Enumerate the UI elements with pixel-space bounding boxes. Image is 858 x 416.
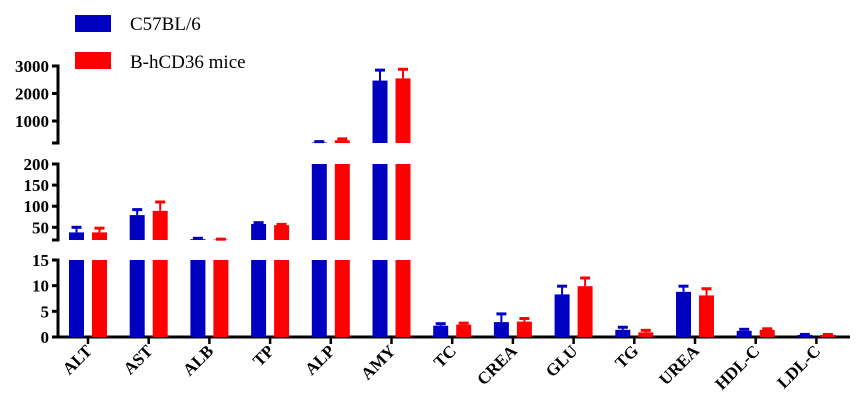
y-tick-label: 5 [41, 302, 50, 321]
bar-alt-c57bl6 [69, 260, 84, 337]
bar-tg-bhcd36 [638, 332, 654, 337]
bar-amy-bhcd36 [395, 260, 411, 337]
bar-ldl-c-c57bl6 [797, 334, 813, 337]
bar-tg-c57bl6 [615, 329, 631, 337]
bar-alt-bhcd36 [92, 260, 107, 337]
legend-label-c57bl6: C57BL/6 [130, 14, 201, 35]
bar-hdl-c-c57bl6 [736, 330, 752, 337]
y-tick-label: 3000 [15, 57, 49, 76]
x-tick-label-tc: TC [430, 341, 460, 371]
x-tick-label-amy: AMY [357, 341, 399, 383]
x-tick-label-ast: AST [120, 341, 157, 378]
bar-glu-c57bl6 [554, 294, 570, 337]
bar-alb-bhcd36 [213, 260, 229, 337]
bar-tp-c57bl6 [251, 223, 267, 240]
x-tick-label-ldl-c: LDL-C [773, 341, 824, 392]
x-tick-label-glu: GLU [542, 341, 581, 380]
x-tick-label-tp: TP [249, 341, 278, 370]
bar-alp-bhcd36 [334, 260, 350, 337]
bar-amy-bhcd36 [395, 78, 411, 143]
bar-alt-c57bl6 [69, 232, 84, 240]
y-tick-label: 1000 [15, 112, 49, 131]
bar-alp-c57bl6 [311, 164, 327, 240]
bar-amy-bhcd36 [395, 164, 411, 240]
legend: C57BL/6 B-hCD36 mice [75, 14, 246, 73]
bar-alp-c57bl6 [311, 260, 327, 337]
bar-alp-bhcd36 [334, 140, 350, 143]
bar-amy-c57bl6 [372, 80, 388, 143]
y-tick-label: 100 [24, 197, 50, 216]
bar-alp-bhcd36 [334, 164, 350, 240]
x-tick-label-urea: UREA [655, 341, 703, 389]
bar-tp-c57bl6 [251, 260, 267, 337]
bar-ast-bhcd36 [152, 210, 168, 240]
y-tick-label: 150 [24, 176, 50, 195]
legend-swatch-bhcd36 [75, 52, 111, 69]
bar-glu-bhcd36 [577, 286, 593, 337]
y-tick-label: 200 [24, 155, 50, 174]
y-tick-label: 10 [32, 277, 49, 296]
bar-alb-c57bl6 [190, 260, 206, 337]
legend-swatch-c57bl6 [75, 15, 111, 32]
bar-urea-c57bl6 [676, 291, 691, 337]
x-tick-label-alp: ALP [301, 341, 338, 378]
bar-tc-bhcd36 [456, 324, 472, 337]
bar-ast-c57bl6 [129, 260, 145, 337]
bar-tc-c57bl6 [433, 325, 449, 337]
legend-label-bhcd36: B-hCD36 mice [130, 52, 246, 73]
x-tick-label-alt: ALT [59, 341, 97, 379]
x-tick-label-alb: ALB [179, 341, 217, 379]
bar-amy-c57bl6 [372, 260, 388, 337]
bar-crea-bhcd36 [516, 321, 532, 337]
y-tick-label: 0 [41, 328, 50, 347]
bar-hdl-c-bhcd36 [759, 329, 775, 337]
y-tick-label: 50 [32, 218, 49, 237]
bar-ast-bhcd36 [152, 260, 168, 337]
bar-urea-bhcd36 [699, 295, 714, 337]
bar-tp-bhcd36 [274, 225, 290, 240]
bar-tp-bhcd36 [274, 260, 290, 337]
bar-alt-bhcd36 [92, 232, 107, 240]
bar-ldl-c-bhcd36 [820, 334, 836, 337]
x-tick-label-tg: TG [611, 341, 642, 372]
bar-ast-c57bl6 [129, 215, 145, 240]
x-tick-label-crea: CREA [473, 341, 521, 389]
bar-crea-c57bl6 [493, 322, 509, 337]
bar-amy-c57bl6 [372, 164, 388, 240]
y-tick-label: 15 [32, 251, 49, 270]
y-tick-label: 2000 [15, 85, 49, 104]
x-tick-label-hdl-c: HDL-C [711, 341, 763, 393]
